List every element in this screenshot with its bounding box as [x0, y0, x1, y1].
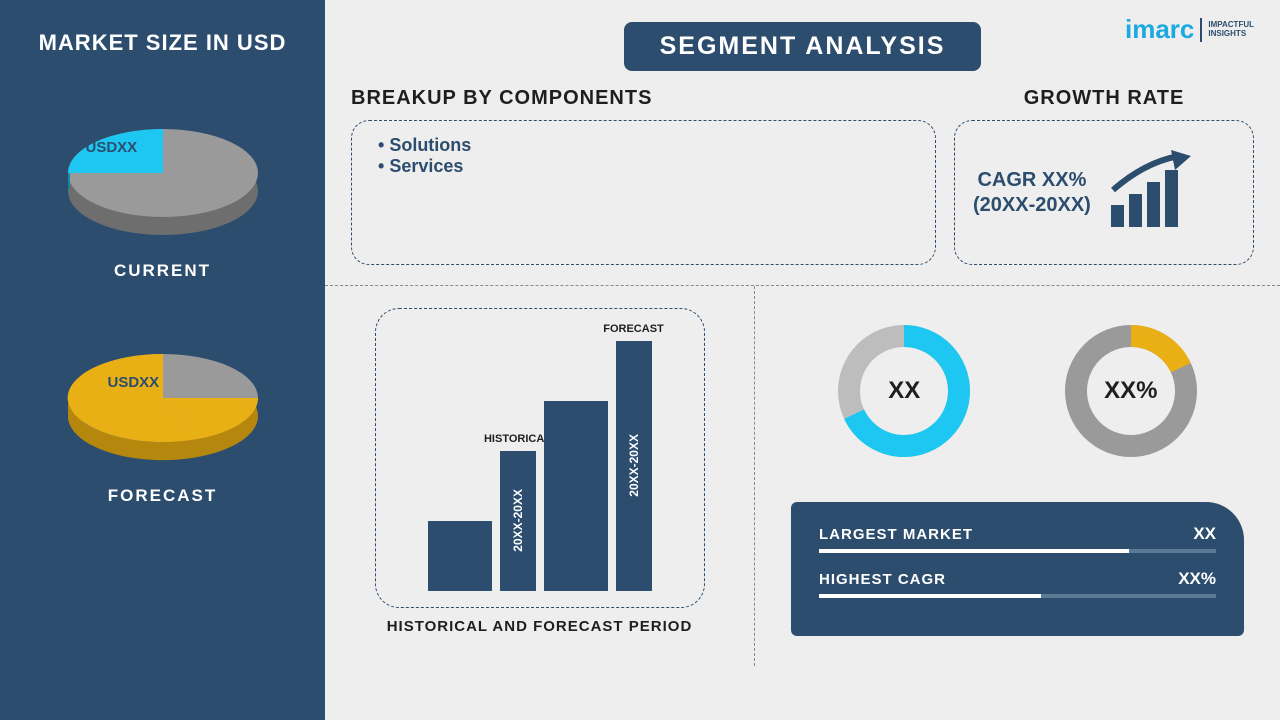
- bar: 20XX-20XXHISTORICAL: [500, 451, 536, 591]
- bar: [544, 401, 608, 591]
- breakup-list: Solutions Services: [378, 135, 909, 177]
- metrics-section: XX XX% LARGEST MARKET XX HIGHEST CAGR XX%: [755, 286, 1280, 666]
- stat-bar: [819, 594, 1216, 598]
- logo-text: imarc: [1125, 14, 1194, 45]
- bar: 20XX-20XXFORECAST: [616, 341, 652, 591]
- growth-title: GROWTH RATE: [954, 87, 1254, 110]
- main-panel: SEGMENT ANALYSIS imarc IMPACTFULINSIGHTS…: [325, 0, 1280, 720]
- donut-label: XX%: [1104, 377, 1157, 405]
- stat-bar: [819, 549, 1216, 553]
- bar-chart-section: 20XX-20XXHISTORICAL20XX-20XXFORECAST HIS…: [325, 286, 755, 666]
- pie-current-caption: CURRENT: [114, 261, 211, 281]
- donut-chart: XX%: [1056, 316, 1206, 466]
- pie-forecast-label: USDXX: [108, 374, 160, 391]
- pie-forecast: USDXX: [48, 326, 278, 476]
- breakup-item: Services: [378, 156, 909, 177]
- pie-current-label: USDXX: [86, 139, 138, 156]
- pie-forecast-caption: FORECAST: [108, 486, 218, 506]
- sidebar: MARKET SIZE IN USD USDXX CURRENT USDXX F: [0, 0, 325, 720]
- growth-chart-icon: [1105, 150, 1195, 235]
- stat-row: HIGHEST CAGR XX%: [819, 569, 1216, 598]
- donut-chart: XX: [829, 316, 979, 466]
- pie-current: USDXX: [48, 101, 278, 251]
- breakup-item: Solutions: [378, 135, 909, 156]
- main-title: SEGMENT ANALYSIS: [624, 22, 982, 71]
- stat-value: XX: [1193, 524, 1216, 544]
- logo-divider: [1200, 18, 1202, 42]
- bar-chart-caption: HISTORICAL AND FORECAST PERIOD: [387, 618, 693, 635]
- stat-label: HIGHEST CAGR: [819, 571, 946, 588]
- growth-text: CAGR XX%(20XX-20XX): [973, 168, 1091, 218]
- bar-label: 20XX-20XX: [627, 434, 641, 497]
- growth-section: GROWTH RATE CAGR XX%(20XX-20XX): [954, 87, 1254, 265]
- stat-row: LARGEST MARKET XX: [819, 524, 1216, 553]
- stat-value: XX%: [1178, 569, 1216, 589]
- bar-label: 20XX-20XX: [511, 489, 525, 552]
- breakup-title: BREAKUP BY COMPONENTS: [351, 87, 936, 110]
- logo-tagline: IMPACTFULINSIGHTS: [1208, 21, 1254, 38]
- bar-top-label: FORECAST: [603, 323, 664, 335]
- stat-box: LARGEST MARKET XX HIGHEST CAGR XX%: [791, 502, 1244, 636]
- bar-top-label: HISTORICAL: [484, 433, 551, 445]
- logo: imarc IMPACTFULINSIGHTS: [1125, 14, 1254, 45]
- bar: [428, 521, 492, 591]
- donut-label: XX: [888, 377, 920, 405]
- stat-bar-fill: [819, 549, 1129, 553]
- stat-bar-fill: [819, 594, 1041, 598]
- stat-label: LARGEST MARKET: [819, 526, 973, 543]
- sidebar-title: MARKET SIZE IN USD: [39, 30, 287, 56]
- breakup-section: BREAKUP BY COMPONENTS Solutions Services: [351, 87, 936, 265]
